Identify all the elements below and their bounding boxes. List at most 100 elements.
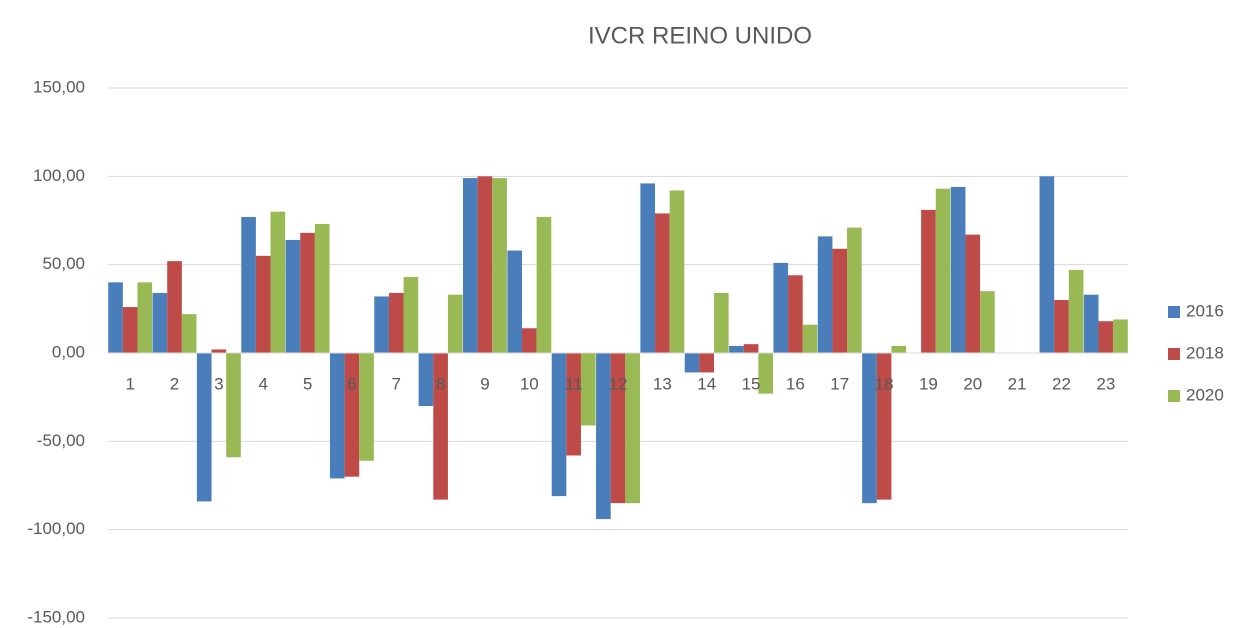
- chart-title: IVCR REINO UNIDO: [588, 22, 812, 49]
- bar: [921, 209, 936, 353]
- bar: [950, 186, 966, 353]
- bar: [669, 190, 685, 353]
- bar: [507, 250, 522, 353]
- bar: [714, 292, 729, 353]
- y-tick-label: 50,00: [42, 254, 85, 273]
- bar: [285, 239, 301, 353]
- bar: [862, 353, 877, 504]
- bar: [1098, 321, 1114, 353]
- bar: [418, 353, 434, 406]
- bar: [1068, 269, 1084, 353]
- bar: [699, 353, 715, 373]
- x-tick-label: 11: [565, 374, 583, 393]
- bar: [536, 216, 552, 353]
- bar: [1054, 300, 1069, 353]
- x-tick-label: 21: [1008, 374, 1027, 393]
- x-tick-label: 20: [963, 374, 982, 393]
- bar: [270, 211, 286, 353]
- x-tick-label: 1: [125, 374, 134, 393]
- bar: [477, 176, 493, 353]
- x-tick-label: 10: [520, 374, 539, 393]
- bar: [743, 344, 759, 353]
- bar: [447, 294, 463, 353]
- bar: [640, 183, 656, 353]
- y-tick-label: 0,00: [52, 342, 85, 361]
- bar: [344, 353, 360, 477]
- bar: [521, 328, 537, 353]
- bar: [329, 353, 345, 479]
- x-tick-label: 3: [214, 374, 223, 393]
- bar: [374, 296, 389, 353]
- x-tick-label: 2: [170, 374, 179, 393]
- x-tick-label: 16: [786, 374, 805, 393]
- legend-label: 2016: [1186, 301, 1224, 320]
- bar: [167, 261, 182, 353]
- x-tick-label: 19: [919, 374, 938, 393]
- bar: [729, 345, 744, 353]
- bar: [492, 178, 507, 353]
- bar: [817, 236, 833, 353]
- x-tick-label: 9: [480, 374, 489, 393]
- bar: [403, 277, 419, 353]
- bar: [773, 262, 789, 353]
- bar: [314, 224, 330, 353]
- y-tick-label: -150,00: [27, 607, 85, 626]
- bar: [108, 282, 123, 353]
- x-tick-label: 23: [1096, 374, 1115, 393]
- bar: [463, 178, 478, 353]
- bar: [758, 353, 773, 394]
- y-tick-label: 150,00: [33, 77, 85, 96]
- bar: [181, 314, 197, 353]
- legend-swatch: [1168, 390, 1180, 402]
- bar: [788, 275, 803, 353]
- y-tick-label: 100,00: [33, 166, 85, 185]
- y-tick-label: -100,00: [27, 519, 85, 538]
- bar: [625, 353, 640, 504]
- x-tick-label: 4: [258, 374, 267, 393]
- bar: [655, 213, 670, 353]
- bar: [596, 353, 611, 520]
- bar: [580, 353, 596, 426]
- bar: [137, 282, 153, 353]
- bar: [980, 291, 995, 353]
- bar: [196, 353, 212, 502]
- bar: [1083, 294, 1099, 353]
- bar: [891, 345, 907, 353]
- x-tick-label: 15: [742, 374, 761, 393]
- legend-swatch: [1168, 348, 1180, 360]
- bar: [359, 353, 374, 461]
- x-tick-label: 8: [436, 374, 445, 393]
- x-tick-label: 12: [609, 374, 628, 393]
- legend-label: 2018: [1186, 343, 1224, 362]
- bar: [122, 307, 138, 353]
- bar: [802, 324, 818, 353]
- legend-label: 2020: [1186, 385, 1224, 404]
- bar: [152, 292, 168, 353]
- bar: [935, 188, 951, 353]
- x-tick-label: 6: [347, 374, 356, 393]
- bar: [241, 216, 256, 353]
- x-tick-label: 7: [392, 374, 401, 393]
- bar: [226, 353, 241, 458]
- bar: [566, 353, 581, 456]
- bar: [433, 353, 448, 500]
- x-tick-label: 17: [830, 374, 849, 393]
- x-tick-label: 18: [875, 374, 894, 393]
- bar: [211, 349, 227, 353]
- bar: [255, 255, 271, 353]
- bar: [832, 248, 848, 353]
- legend-swatch: [1168, 306, 1180, 318]
- bar: [684, 353, 700, 373]
- bar: [388, 292, 404, 353]
- y-tick-label: -50,00: [37, 431, 85, 450]
- x-tick-label: 13: [653, 374, 672, 393]
- x-tick-label: 14: [697, 374, 716, 393]
- x-tick-label: 5: [303, 374, 312, 393]
- bar: [300, 232, 315, 353]
- bar: [876, 353, 892, 500]
- bar: [1039, 176, 1055, 353]
- bar: [847, 227, 862, 353]
- bar: [551, 353, 567, 497]
- bar: [965, 234, 981, 353]
